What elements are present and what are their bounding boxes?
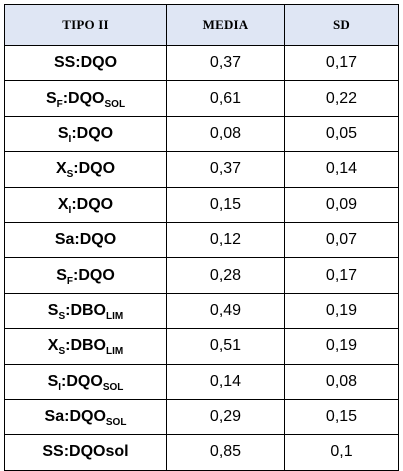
media-value: 0,28 — [166, 257, 285, 294]
ratio-parameter: SI:DQOSOL — [4, 363, 167, 400]
table-row: SS:DQOsol 0,85 0,1 — [4, 434, 399, 471]
sd-value: 0,19 — [284, 292, 399, 330]
ratio-statistics-table: TIPO II MEDIA SD SS:DQO 0,37 0,17 SF:DQOSOL… — [4, 4, 399, 471]
ratio-parameter: SS:DQOsol — [4, 434, 167, 471]
param-ratio: :DQO — [74, 231, 117, 249]
sd-value: 0,05 — [284, 115, 399, 153]
sd-value: 0,15 — [284, 398, 399, 436]
param-base: X — [57, 195, 69, 213]
param-ratio: :DQO — [73, 266, 115, 284]
media-value: 0,49 — [166, 292, 285, 330]
sd-value: 0,09 — [284, 186, 399, 223]
param-base: X — [55, 160, 67, 178]
param-ratio: :DQO — [62, 89, 105, 107]
param-ratio: :DQO — [71, 195, 114, 213]
media-value: 0,61 — [166, 80, 285, 117]
table-row: XI:DQO 0,15 0,09 — [4, 186, 399, 223]
media-value: 0,14 — [166, 363, 285, 400]
ratio-parameter: XS:DBOLIM — [4, 328, 167, 365]
media-value: 0,08 — [166, 115, 285, 153]
table-row: SI:DQO 0,08 0,05 — [4, 115, 399, 153]
header-tipo: TIPO II — [4, 4, 167, 46]
media-value: 0,51 — [166, 328, 285, 365]
ratio-parameter: XI:DQO — [4, 186, 167, 223]
table-row: XS:DBOLIM 0,51 0,19 — [4, 328, 399, 365]
param-base-subscript: S — [58, 310, 66, 322]
ratio-parameter: SF:DQOSOL — [4, 80, 167, 117]
param-base-subscript: S — [66, 169, 74, 181]
param-base: S — [47, 372, 59, 390]
param-base-subscript: F — [66, 275, 73, 287]
param-base: S — [47, 301, 59, 319]
table-row: Sa:DQO 0,12 0,07 — [4, 221, 399, 259]
param-base: S — [45, 89, 57, 107]
param-ratio-subscript: SOL — [102, 381, 124, 393]
sd-value: 0,14 — [284, 151, 399, 188]
param-ratio: :DQO — [61, 372, 103, 390]
header-row: TIPO II MEDIA SD — [4, 4, 399, 46]
param-ratio: :DQO — [73, 160, 116, 178]
table-row: SF:DQO 0,28 0,17 — [4, 257, 399, 294]
media-value: 0,37 — [166, 44, 285, 82]
header-sd: SD — [284, 4, 399, 46]
media-value: 0,29 — [166, 398, 285, 436]
sd-value: 0,22 — [284, 80, 399, 117]
param-ratio: :DQOsol — [63, 443, 129, 461]
param-ratio: :DQO — [75, 54, 118, 72]
param-base-subscript: S — [58, 346, 66, 358]
sd-value: 0,07 — [284, 221, 399, 259]
param-base: Sa — [54, 231, 75, 249]
param-ratio-subscript: LIM — [106, 310, 124, 322]
ratio-parameter: SS:DQO — [4, 44, 167, 82]
param-base: Sa — [44, 408, 65, 426]
ratio-parameter: XS:DQO — [4, 151, 167, 188]
param-ratio: :DBO — [65, 301, 106, 319]
table-header: TIPO II MEDIA SD — [4, 4, 399, 46]
ratio-parameter: Sa:DQO — [4, 221, 167, 259]
param-base-subscript: I — [68, 204, 72, 216]
media-value: 0,85 — [166, 434, 285, 471]
param-base: SS — [42, 443, 64, 461]
param-ratio-subscript: LIM — [106, 346, 124, 358]
ratio-parameter: SI:DQO — [4, 115, 167, 153]
header-media: MEDIA — [166, 4, 285, 46]
param-base: S — [56, 266, 67, 284]
table-row: SF:DQOSOL 0,61 0,22 — [4, 80, 399, 117]
ratio-parameter: SS:DBOLIM — [4, 292, 167, 330]
param-base-subscript: I — [58, 381, 62, 393]
table-body: SS:DQO 0,37 0,17 SF:DQOSOL 0,61 0,22 SI:DQO 0,0… — [4, 44, 399, 471]
sd-value: 0,17 — [284, 44, 399, 82]
param-base: SS — [53, 54, 76, 72]
ratio-parameter: Sa:DQOSOL — [4, 398, 167, 436]
param-ratio: :DQO — [64, 408, 106, 426]
param-ratio: :DQO — [71, 124, 114, 142]
table-row: XS:DQO 0,37 0,14 — [4, 151, 399, 188]
table-row: SS:DQO 0,37 0,17 — [4, 44, 399, 82]
param-base-subscript: I — [68, 133, 72, 145]
table-row: Sa:DQOSOL 0,29 0,15 — [4, 398, 399, 436]
ratio-parameter: SF:DQO — [4, 257, 167, 294]
sd-value: 0,19 — [284, 328, 399, 365]
media-value: 0,37 — [166, 151, 285, 188]
sd-value: 0,08 — [284, 363, 399, 400]
sd-value: 0,1 — [284, 434, 399, 471]
param-ratio: :DBO — [65, 337, 106, 355]
param-base: X — [47, 337, 59, 355]
param-base: S — [57, 124, 69, 142]
param-base-subscript: F — [56, 98, 63, 110]
param-ratio-subscript: SOL — [105, 417, 127, 429]
sd-value: 0,17 — [284, 257, 399, 294]
param-ratio-subscript: SOL — [104, 98, 126, 110]
media-value: 0,12 — [166, 221, 285, 259]
table-row: SI:DQOSOL 0,14 0,08 — [4, 363, 399, 400]
media-value: 0,15 — [166, 186, 285, 223]
table-row: SS:DBOLIM 0,49 0,19 — [4, 292, 399, 330]
